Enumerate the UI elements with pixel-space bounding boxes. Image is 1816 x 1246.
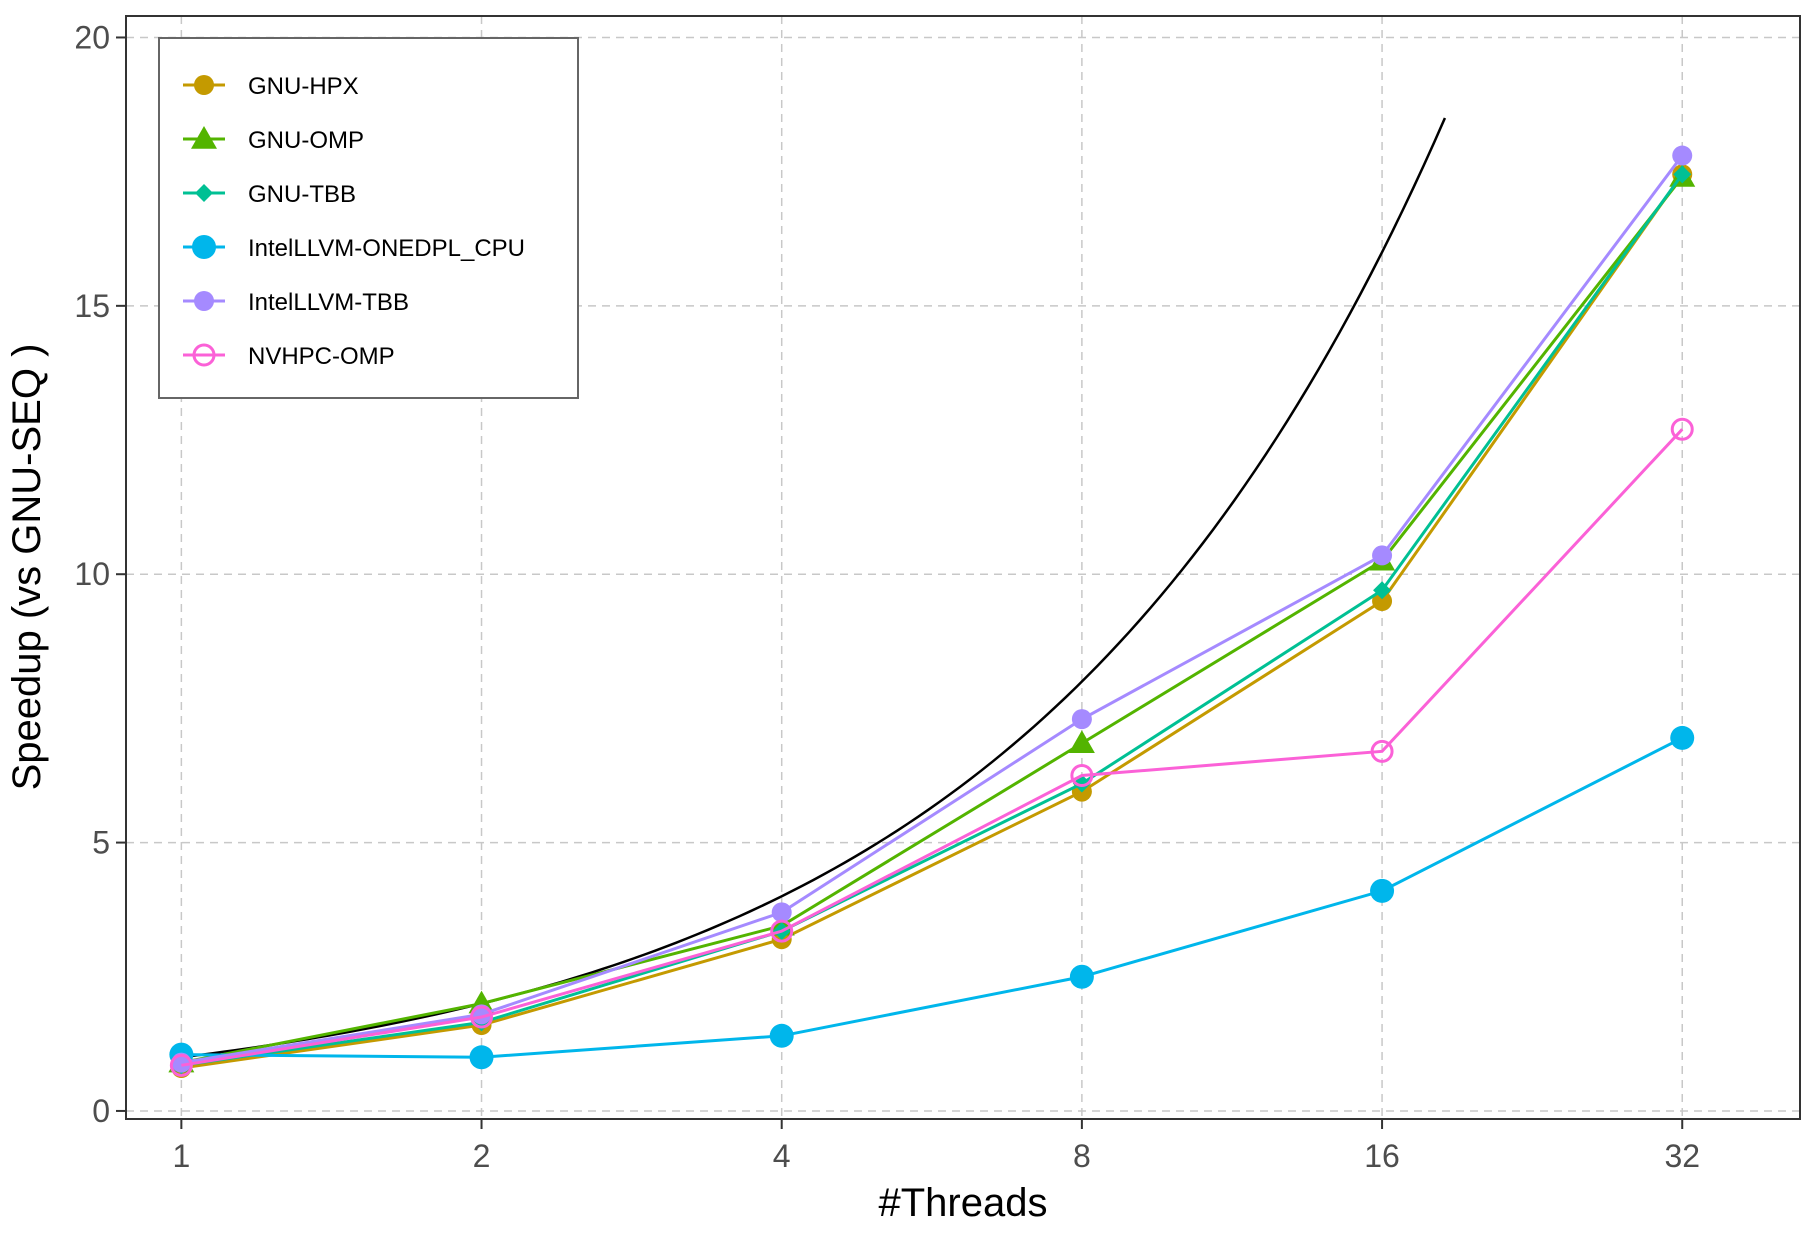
panel-border <box>125 15 1801 1120</box>
series-line <box>181 154 1684 1065</box>
series-intelllvm-onedpl-cpu <box>169 725 1695 1070</box>
data-point <box>1071 709 1092 730</box>
legend-key-marker <box>192 343 216 367</box>
legend-box <box>158 37 579 399</box>
data-point <box>1372 545 1393 566</box>
x-tick-label: 32 <box>1664 1138 1700 1174</box>
series-line <box>181 173 1684 1067</box>
data-point <box>1670 725 1695 750</box>
series-layer <box>168 145 1696 1079</box>
data-point <box>1069 964 1094 989</box>
data-point <box>1673 165 1692 184</box>
legend-label: GNU-OMP <box>248 127 364 154</box>
reference-curve <box>181 117 1447 1059</box>
data-point <box>169 1053 193 1077</box>
x-tick-label: 8 <box>1073 1138 1091 1174</box>
data-point <box>771 902 792 923</box>
legend: GNU-HPX GNU-OMP GNU-TBB IntelLLVM-ONEDPL_CP… <box>158 37 579 399</box>
legend-key-marker <box>194 291 214 311</box>
y-tick-label: 5 <box>92 825 110 861</box>
data-point <box>1068 730 1095 754</box>
reference-curve-layer <box>181 117 1447 1059</box>
y-tick-label: 20 <box>74 19 110 55</box>
y-tick-label: 15 <box>74 288 110 324</box>
legend-label: IntelLLVM-TBB <box>248 289 409 316</box>
data-point <box>1670 417 1694 441</box>
x-tick-label: 2 <box>473 1138 491 1174</box>
y-tick-label: 0 <box>92 1093 110 1129</box>
data-point <box>469 1045 494 1070</box>
legend-label: GNU-TBB <box>248 181 356 208</box>
legend-label: NVHPC-OMP <box>248 343 395 370</box>
legend-label: IntelLLVM-ONEDPL_CPU <box>248 235 525 262</box>
series-nvhpc-omp <box>169 417 1694 1077</box>
data-point <box>770 919 794 943</box>
data-point <box>1370 739 1394 763</box>
data-point <box>1372 591 1393 612</box>
data-point <box>1373 581 1392 600</box>
x-tick-label: 1 <box>172 1138 190 1174</box>
x-axis-title: #Threads <box>879 1181 1048 1225</box>
data-point <box>1070 763 1094 787</box>
axis-layer: 1 2 4 8 16 32 0 5 10 15 20 <box>74 19 1700 1174</box>
legend-key-marker <box>195 184 213 202</box>
legend-key-marker <box>192 235 216 259</box>
data-point <box>470 1005 494 1029</box>
y-tick-label: 10 <box>74 556 110 592</box>
legend-key-marker <box>194 75 214 95</box>
series-line <box>181 736 1683 1059</box>
legend-label: GNU-HPX <box>248 73 359 100</box>
legend-key-marker <box>191 126 217 149</box>
data-point <box>1370 878 1395 903</box>
data-point <box>769 1023 794 1048</box>
data-point <box>1672 145 1693 166</box>
series-line <box>181 428 1684 1067</box>
series-line <box>181 173 1684 1070</box>
x-tick-label: 16 <box>1364 1138 1400 1174</box>
x-tick-label: 4 <box>773 1138 791 1174</box>
series-line <box>181 176 1684 1065</box>
y-axis-title: Speedup (vs GNU-SEQ ) <box>5 344 49 791</box>
